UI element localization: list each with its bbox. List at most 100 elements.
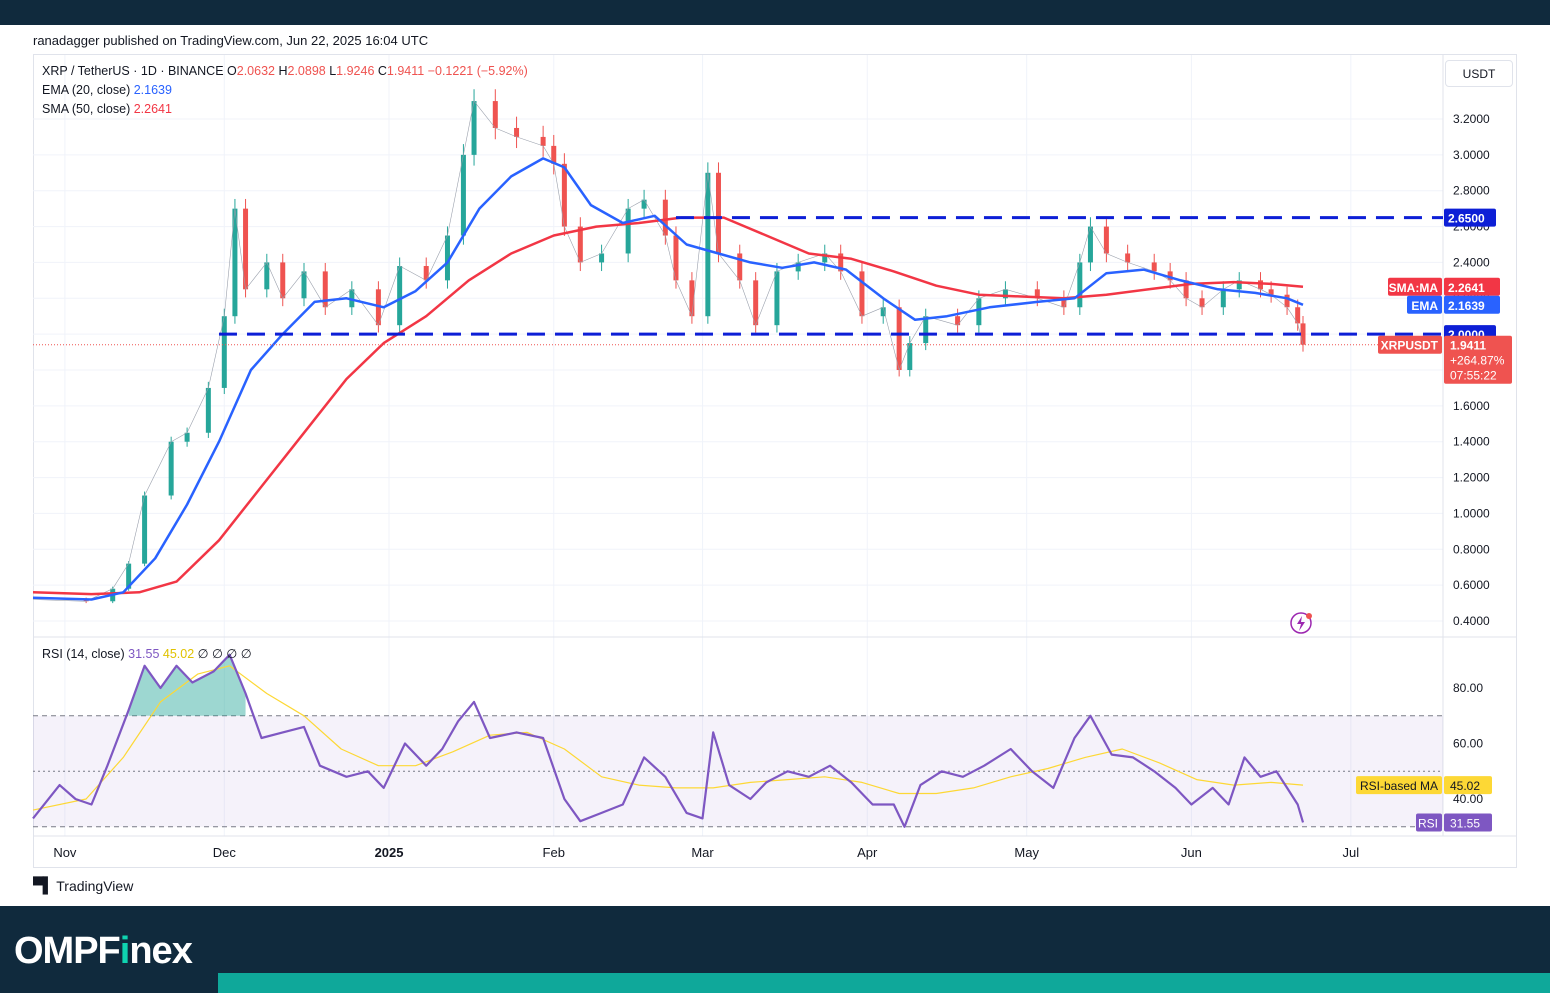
candle-body (1103, 226, 1109, 254)
candle-body (923, 316, 929, 344)
ema-value-tag: 2.1639 (1448, 299, 1485, 313)
resistance-tag: 2.6500 (1448, 212, 1485, 226)
candle-body (126, 563, 132, 589)
candle-body (955, 316, 961, 326)
candle-body (641, 199, 647, 209)
candle-body (264, 262, 270, 290)
candle-body (1002, 289, 1008, 299)
rsi-ma-name-bg (1356, 776, 1442, 795)
candle-body (444, 235, 450, 281)
time-tick-label: Jul (1343, 845, 1360, 860)
sma-name-tag-bg (1388, 277, 1442, 296)
resistance-tag-bg (1444, 208, 1496, 227)
candle-body (880, 307, 886, 317)
candle-body (168, 441, 174, 496)
candle-body (577, 226, 583, 263)
candle-body (976, 298, 982, 326)
candle-body (460, 154, 466, 236)
ema-legend: EMA (20, close) 2.1639 (42, 83, 172, 97)
price-tick-label: 3.0000 (1453, 148, 1490, 162)
tradingview-mark-icon: ▀▌ (33, 877, 53, 894)
ohlc-legend: XRP / TetherUS · 1D · BINANCE O2.0632 H2… (42, 64, 528, 78)
rsi-tick-label: 60.00 (1453, 737, 1483, 751)
rsi-value-tag: 31.55 (1450, 816, 1480, 830)
candle-body (795, 262, 801, 272)
candle-body (205, 387, 211, 433)
price-tick-label: 3.2000 (1453, 112, 1490, 126)
ema-value-tag-bg (1444, 295, 1500, 314)
candle-body (221, 316, 227, 388)
candle-body (753, 280, 759, 326)
price-tick-label: 1.0000 (1453, 506, 1490, 520)
candle-body (838, 253, 844, 272)
sma-name-tag: SMA:MA (1389, 281, 1439, 295)
candle-body (1220, 289, 1226, 308)
sma-legend: SMA (50, close) 2.2641 (42, 102, 172, 116)
candle-body (907, 343, 913, 370)
candle-body (1151, 262, 1157, 272)
candle-body (705, 172, 711, 317)
candle-body (423, 266, 429, 281)
candle-body (142, 495, 148, 564)
rsi-name-bg (1416, 813, 1442, 832)
ema-line (32, 157, 1304, 601)
rsi-overbought-fill (128, 654, 246, 716)
candle-body (1236, 280, 1242, 290)
candle-body (1034, 289, 1040, 299)
time-tick-label: Feb (543, 845, 565, 860)
tradingview-wordmark: TradingView (56, 877, 134, 894)
price-tick-label: 0.8000 (1453, 542, 1490, 556)
rsi-tick-label: 40.00 (1453, 792, 1483, 806)
ema-name-tag: EMA (1411, 299, 1438, 313)
time-tick-label: Mar (691, 845, 714, 860)
candle-body (662, 199, 668, 236)
currency-button[interactable]: USDT (1445, 60, 1513, 87)
tradingview-logo: ▀▌ TradingView (33, 877, 133, 894)
candle-body (280, 262, 286, 299)
candle-body (561, 163, 567, 227)
price-close-line (32, 100, 1304, 602)
candle-body (1295, 307, 1301, 324)
candle-body (1284, 294, 1290, 308)
price-tick-label: 0.6000 (1453, 578, 1490, 592)
price-tick-label: 1.4000 (1453, 435, 1490, 449)
candle-body (349, 289, 355, 308)
candle-body (1300, 323, 1306, 345)
publish-info: ranadagger published on TradingView.com,… (33, 33, 429, 48)
price-tick-label: 1.6000 (1453, 399, 1490, 413)
countdown-tag: 07:55:22 (1450, 369, 1497, 383)
change-pct-tag: +264.87% (1450, 354, 1505, 368)
price-tick-label: 2.4000 (1453, 255, 1490, 269)
candle-body (896, 307, 902, 370)
candle-body (625, 208, 631, 254)
candle-body (689, 280, 695, 317)
candle-body (822, 253, 828, 263)
rsi-ma-value-tag: 45.02 (1450, 779, 1480, 793)
price-tick-label: 2.8000 (1453, 184, 1490, 198)
candle-body (1257, 280, 1263, 290)
top-bar (0, 0, 1550, 25)
candle-body (397, 266, 403, 326)
rsi-line (32, 653, 1305, 828)
candle-body (1061, 298, 1067, 308)
ema-name-tag-bg (1407, 295, 1442, 314)
rsi-ma-name-tag: RSI-based MA (1360, 779, 1438, 793)
rsi-value-bg (1444, 813, 1492, 832)
chart-frame (33, 54, 1517, 868)
candle-body (232, 208, 238, 317)
candle-body (673, 235, 679, 281)
candle-body (859, 271, 865, 317)
candle-body (540, 136, 546, 146)
time-tick-label: Nov (53, 845, 77, 860)
rsi-name-tag: RSI (1418, 816, 1438, 830)
symbol-tag: XRPUSDT (1381, 339, 1439, 353)
candle-body (737, 253, 743, 281)
candle-body (1077, 262, 1083, 308)
rsi-tick-label: 80.00 (1453, 681, 1483, 695)
candle-body (715, 172, 721, 254)
time-tick-label: 2025 (375, 845, 404, 860)
sma-value-tag: 2.2641 (1448, 281, 1485, 295)
candle-body (492, 101, 498, 128)
candle-body (599, 253, 605, 263)
